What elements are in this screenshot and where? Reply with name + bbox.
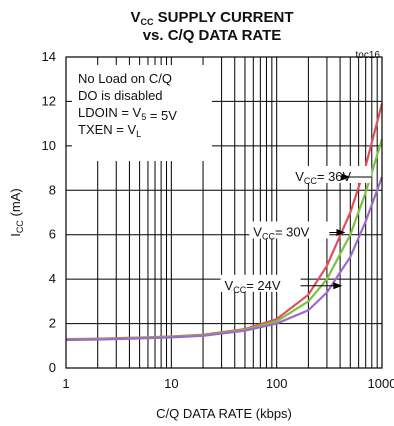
x-tick-label: 1: [62, 376, 69, 391]
x-axis-label: C/Q DATA RATE (kbps): [156, 406, 292, 421]
annotation-bg-2: [220, 274, 301, 292]
y-tick-label: 0: [49, 360, 56, 375]
series-line-2: [65, 176, 384, 342]
note-line-2: LDOIN = V5 = 5V: [78, 105, 177, 123]
y-tick-label: 4: [49, 271, 56, 286]
notes-box: No Load on C/Q DO is disabled LDOIN = V5 =…: [78, 71, 177, 139]
annotation-label-0: VCC= 36V: [295, 169, 351, 186]
annotation-label-2: VCC= 24V: [225, 278, 281, 295]
annotation-arrow-head-0: [341, 173, 351, 181]
note-line-1: DO is disabled: [78, 88, 163, 103]
chart-title-line2: vs. C/Q DATA RATE: [143, 27, 282, 44]
chart-title-line1: VCC SUPPLY CURRENT: [130, 9, 293, 27]
x-tick-label: 10: [164, 376, 178, 391]
x-tick-label: 1000: [368, 376, 394, 391]
y-axis-label: ICC (mA): [8, 188, 25, 236]
y-tick-label: 14: [42, 49, 56, 64]
annotation-bg-1: [249, 221, 330, 239]
annotation-arrow-head-1: [336, 228, 346, 236]
annotation-label-1: VCC= 30V: [253, 224, 309, 241]
x-tick-labels: 1 10 100 1000: [62, 376, 394, 391]
note-line-0: No Load on C/Q: [78, 71, 172, 86]
series-lines: [65, 103, 384, 342]
note-line-3: TXEN = VL: [78, 122, 141, 139]
y-tick-label: 8: [49, 182, 56, 197]
annotation-bg-0: [291, 165, 372, 183]
x-tick-label: 100: [266, 376, 288, 391]
annotations: VCC= 36V VCC= 30V VCC= 24V: [220, 165, 372, 295]
y-tick-label: 10: [42, 138, 56, 153]
annotation-arrow-head-2: [333, 282, 343, 290]
corner-tag: toc16: [356, 50, 381, 61]
y-tick-label: 6: [49, 227, 56, 242]
plot-area: No Load on C/Q DO is disabled LDOIN = V5 =…: [65, 56, 384, 369]
y-tick-labels: 0 2 4 6 8 10 12 14: [42, 49, 56, 375]
notes-box-bg: [72, 65, 212, 161]
plot-frame: [65, 56, 383, 369]
y-tick-label: 12: [42, 93, 56, 108]
y-tick-label: 2: [49, 316, 56, 331]
